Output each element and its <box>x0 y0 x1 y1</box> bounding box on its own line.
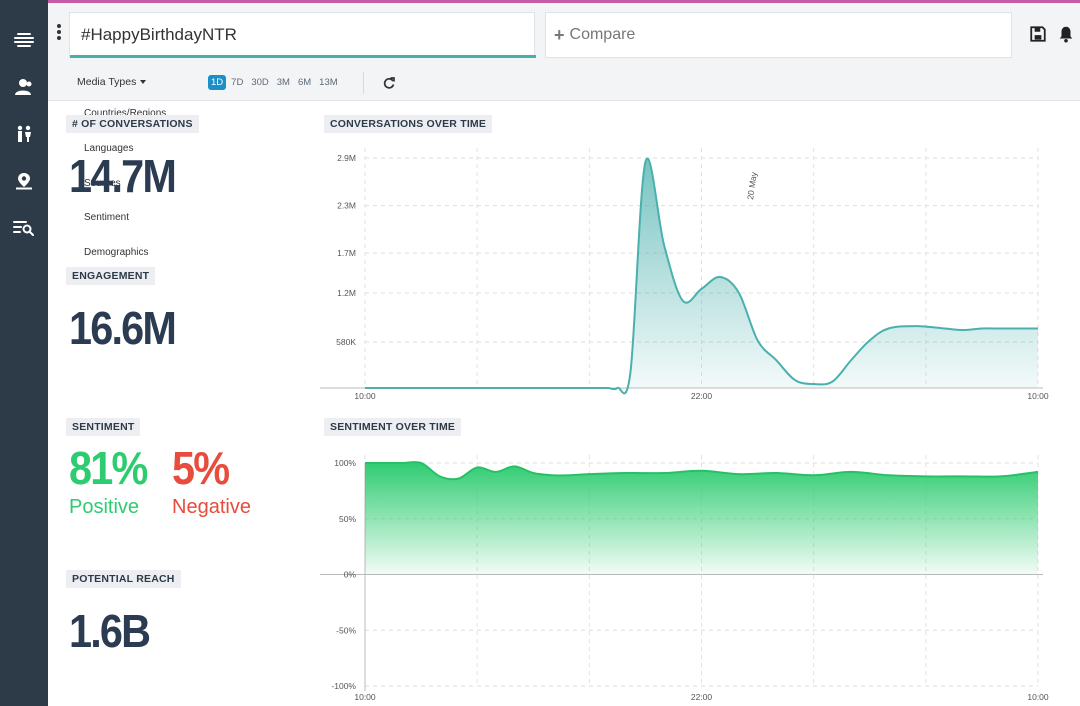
x-tick-label: 22:00 <box>691 692 713 702</box>
y-tick-label: 50% <box>339 514 356 524</box>
conversations-chart-title: CONVERSATIONS OVER TIME <box>324 115 493 133</box>
sentiment-area <box>365 462 1038 575</box>
range-1d[interactable]: 1D <box>208 75 227 90</box>
range-13m[interactable]: 13M <box>319 77 338 88</box>
search-box[interactable] <box>69 12 536 58</box>
conversations-value: 14.7M <box>69 150 177 202</box>
menu-item-countries-regions[interactable]: Countries/Regions <box>84 108 167 119</box>
sentiment-line <box>365 461 1039 481</box>
search-input[interactable] <box>81 25 501 45</box>
sentiment-chart: 100%50%0%-50%-100%10:00 22:00 10:00 <box>320 455 1049 702</box>
more-options-icon[interactable] <box>56 24 62 42</box>
range-7d[interactable]: 7D <box>231 77 244 88</box>
y-tick-label: -50% <box>336 625 356 635</box>
top-accent-line <box>0 0 1080 3</box>
range-3m[interactable]: 3M <box>276 77 290 88</box>
demographics-icon[interactable] <box>9 121 39 147</box>
y-tick-label: 1.7M <box>337 248 356 258</box>
search-underline <box>70 55 536 58</box>
positive-label: Positive <box>69 496 140 518</box>
toolbar-divider <box>363 72 364 94</box>
engagement-label: ENGAGEMENT <box>66 267 156 285</box>
header: + Compare <box>48 3 1080 65</box>
y-tick-label: -100% <box>331 681 356 691</box>
search-list-icon[interactable] <box>9 215 39 241</box>
time-range-selector: 1D 7D 30D 3M 6M 13M <box>208 75 343 90</box>
x-tick-label: 10:00 <box>1027 391 1049 401</box>
chevron-down-icon <box>140 80 147 85</box>
menu-item-languages[interactable]: Languages <box>84 143 134 154</box>
compare-label: Compare <box>569 26 636 43</box>
y-tick-label: 580K <box>336 337 356 347</box>
y-tick-label: 2.9M <box>337 153 356 163</box>
y-tick-label: 100% <box>334 458 356 468</box>
bell-icon[interactable] <box>1057 25 1075 43</box>
y-tick-label: 0% <box>344 570 357 580</box>
x-tick-label: 22:00 <box>691 391 713 401</box>
x-tick-label: 10:00 <box>1027 692 1049 702</box>
users-icon[interactable] <box>9 74 39 100</box>
location-icon[interactable] <box>9 168 39 194</box>
y-tick-label: 1.2M <box>337 288 356 298</box>
media-types-dropdown[interactable]: Media Types <box>77 76 147 88</box>
positive-value: 81% <box>69 442 148 494</box>
plus-icon: + <box>554 24 565 45</box>
reach-label: POTENTIAL REACH <box>66 570 181 588</box>
engagement-value: 16.6M <box>69 302 177 354</box>
menu-item-sources[interactable]: Sources <box>84 178 121 189</box>
range-6m[interactable]: 6M <box>297 77 312 88</box>
date-annotation: 20 May <box>745 171 759 201</box>
conversations-area <box>365 158 1038 394</box>
sentiment-label: SENTIMENT <box>66 418 141 436</box>
sentiment-chart-title: SENTIMENT OVER TIME <box>324 418 462 436</box>
range-30d[interactable]: 30D <box>251 77 269 88</box>
y-tick-label: 2.3M <box>337 201 356 211</box>
toolbar: Media Types 1D 7D 30D 3M 6M 13M <box>48 65 1080 101</box>
compare-button[interactable]: + Compare <box>545 12 1012 58</box>
negative-label: Negative <box>172 496 251 518</box>
conversations-chart: 580K 1.2M 1.7M 2.3M 2.9M 10:00 22:00 10:00 20 Ma… <box>320 148 1049 401</box>
reach-value: 1.6B <box>69 605 151 657</box>
conversations-line <box>364 157 1038 395</box>
x-tick-label: 10:00 <box>354 692 376 702</box>
media-types-label: Media Types <box>77 76 137 88</box>
stream-icon[interactable] <box>9 27 39 53</box>
menu-item-demographics[interactable]: Demographics <box>84 247 149 258</box>
refresh-icon[interactable] <box>382 76 396 90</box>
negative-value: 5% <box>172 442 230 494</box>
x-tick-label: 10:00 <box>354 391 376 401</box>
menu-item-sentiment[interactable]: Sentiment <box>84 212 130 223</box>
save-icon[interactable] <box>1029 25 1047 43</box>
sidebar <box>0 0 48 706</box>
conversations-label: # OF CONVERSATIONS <box>66 115 199 133</box>
